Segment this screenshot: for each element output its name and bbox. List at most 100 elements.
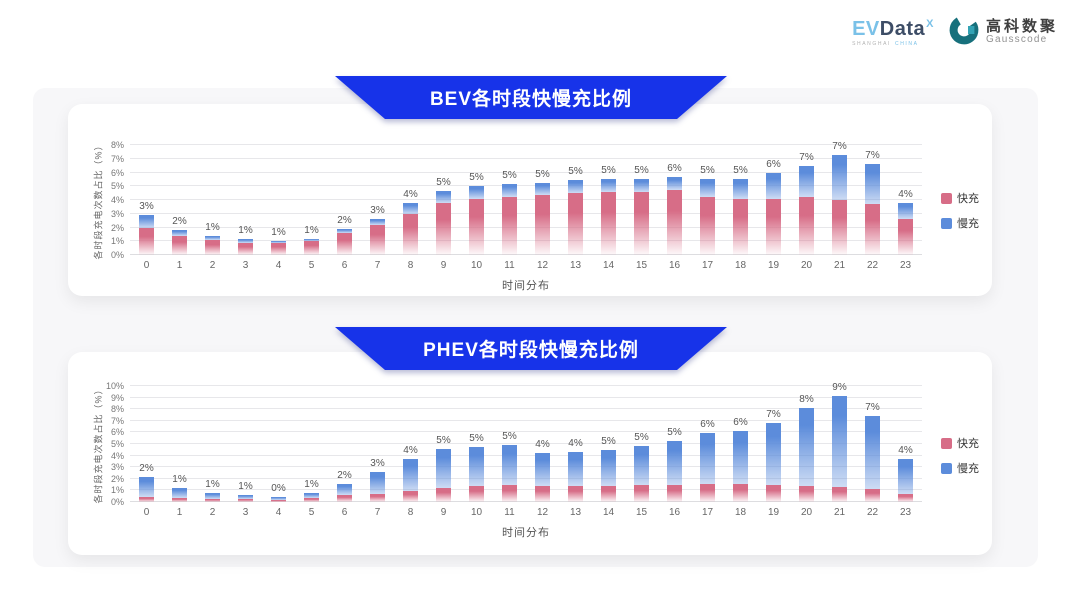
bar-total-label: 5% — [634, 431, 649, 443]
bar-segment-fast — [898, 219, 913, 255]
bar-total-label: 4% — [403, 188, 418, 200]
evdata-data-text: Data — [879, 17, 926, 40]
x-tick-label: 6 — [341, 507, 348, 518]
bar-total-label: 4% — [403, 444, 418, 456]
stacked-bar — [436, 449, 451, 502]
bar-segment-fast — [766, 484, 781, 502]
bar-segment-slow — [634, 445, 649, 485]
fast-charge-label: 快充 — [957, 193, 979, 205]
bar-total-label: 1% — [271, 227, 286, 239]
gridline — [130, 466, 922, 468]
bar-total-label: 6% — [733, 416, 748, 428]
bar-total-label: 4% — [568, 437, 583, 449]
fast-charge-label: 快充 — [957, 438, 979, 450]
x-tick-label: 22 — [866, 507, 879, 518]
x-tick-label: 13 — [569, 260, 582, 271]
bar-total-label: 4% — [535, 438, 550, 450]
bar-segment-slow — [865, 415, 880, 489]
bar-segment-slow — [568, 180, 583, 194]
bar-segment-fast — [271, 499, 286, 502]
bar-segment-fast — [205, 239, 220, 255]
bar-total-label: 5% — [535, 168, 550, 180]
bar-total-label: 8% — [799, 394, 814, 406]
gridline — [130, 419, 922, 421]
bev-x-axis-label: 时间分布 — [502, 280, 550, 292]
gridline — [130, 385, 922, 386]
phev-chart-title: PHEV各时段快慢充比例 — [423, 340, 639, 361]
slow-charge-swatch — [941, 217, 952, 229]
gridline — [130, 254, 922, 255]
bar-segment-slow — [370, 471, 385, 494]
gridline — [130, 477, 922, 479]
bar-total-label: 7% — [865, 401, 880, 413]
gridline — [130, 212, 922, 214]
y-tick-label: 0% — [110, 250, 124, 260]
bar-segment-fast — [865, 488, 880, 502]
bar-segment-slow — [733, 430, 748, 485]
stacked-bar — [502, 445, 517, 502]
bar-total-label: 7% — [799, 151, 814, 163]
y-tick-label: 2% — [110, 222, 124, 233]
bar-segment-fast — [634, 484, 649, 502]
bev-chart: 各时段充电次数占比（%） 3% 2% 1% 1% 1% 1% 2% 3% 4% 5% 5% 5% 5% 5… — [68, 104, 992, 296]
stacked-bar — [766, 423, 781, 502]
legend-item-fast: 快充 — [941, 190, 979, 206]
phev-legend: 快充 慢充 — [941, 435, 979, 476]
x-tick-label: 18 — [734, 260, 747, 271]
bar-segment-fast — [865, 204, 880, 255]
bar-segment-slow — [898, 202, 913, 220]
gridline — [130, 443, 922, 444]
bar-segment-slow — [766, 423, 781, 485]
stacked-bar — [436, 191, 451, 255]
phev-x-axis-label: 时间分布 — [502, 527, 550, 539]
evdata-ev-text: EV — [852, 17, 880, 40]
bar-segment-slow — [337, 484, 352, 496]
bar-total-label: 2% — [139, 463, 154, 475]
gridline — [130, 240, 922, 242]
gridline — [130, 199, 922, 200]
stacked-bar — [799, 165, 814, 255]
y-tick-label: 5% — [110, 181, 124, 192]
evdata-logo: EVDataX SHANGHAI CHINA — [852, 17, 934, 47]
bar-total-label: 6% — [700, 418, 715, 430]
bar-segment-fast — [403, 213, 418, 255]
x-tick-label: 5 — [308, 507, 315, 518]
bar-segment-slow — [172, 487, 187, 498]
bar-total-label: 1% — [172, 473, 187, 485]
legend-item-fast: 快充 — [941, 435, 979, 451]
bar-segment-fast — [469, 486, 484, 502]
bar-segment-fast — [601, 485, 616, 502]
legend-item-slow: 慢充 — [941, 460, 979, 476]
bar-total-label: 5% — [436, 177, 451, 189]
bar-total-label: 5% — [601, 435, 616, 447]
x-tick-label: 16 — [668, 260, 681, 271]
phev-title-banner: PHEV各时段快慢充比例 — [335, 327, 727, 370]
bar-segment-fast — [568, 485, 583, 502]
bar-segment-fast — [172, 497, 187, 502]
x-tick-label: 5 — [308, 260, 315, 271]
bar-total-label: 0% — [271, 482, 286, 494]
bar-segment-slow — [436, 191, 451, 203]
fast-charge-swatch — [941, 192, 952, 204]
bar-segment-fast — [139, 496, 154, 502]
bar-total-label: 5% — [469, 432, 484, 444]
bar-total-label: 1% — [205, 222, 220, 234]
x-tick-label: 2 — [209, 260, 216, 271]
bar-total-label: 6% — [667, 162, 682, 174]
x-tick-label: 23 — [899, 260, 912, 271]
bar-total-label: 7% — [832, 140, 847, 152]
stacked-bar — [370, 218, 385, 255]
stacked-bar — [139, 477, 154, 502]
bar-segment-fast — [436, 487, 451, 502]
bar-segment-slow — [139, 215, 154, 228]
x-tick-label: 11 — [504, 507, 515, 518]
x-tick-label: 15 — [635, 507, 648, 518]
gridline — [130, 396, 922, 398]
bar-segment-fast — [535, 486, 550, 502]
x-tick-label: 12 — [536, 507, 549, 518]
bar-segment-fast — [568, 193, 583, 255]
bar-segment-fast — [172, 235, 187, 255]
bar-segment-fast — [700, 197, 715, 255]
bar-segment-slow — [667, 176, 682, 191]
